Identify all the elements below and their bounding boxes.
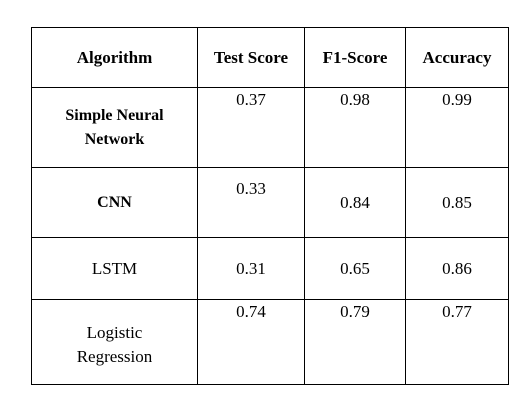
header-algorithm: Algorithm [31,27,198,88]
table-row: Simple Neural Network 0.37 0.98 0.99 [31,87,509,168]
table-header-row: Algorithm Test Score F1-Score Accuracy [31,27,509,88]
f1-score-cell: 0.65 [304,237,406,300]
algorithm-cell: Logistic Regression [31,299,198,385]
algorithm-name-line: LSTM [91,258,138,278]
algorithm-name-line: Simple Neural [65,106,164,124]
algorithm-name-line: Logistic [86,323,143,342]
table-row: Logistic Regression 0.74 0.79 0.77 [31,299,509,385]
header-accuracy: Accuracy [405,27,509,88]
header-test-score: Test Score [197,27,305,88]
test-score-cell: 0.37 [197,87,305,168]
accuracy-cell: 0.99 [405,87,509,168]
accuracy-cell: 0.77 [405,299,509,385]
algorithm-name-line: Network [84,130,145,148]
test-score-cell: 0.33 [197,167,305,238]
algorithm-name-line: Regression [76,347,153,366]
test-score-cell: 0.74 [197,299,305,385]
algorithm-cell: LSTM [31,237,198,300]
table-row: LSTM 0.31 0.65 0.86 [31,237,509,300]
algorithm-cell: CNN [31,167,198,238]
header-f1-score: F1-Score [304,27,406,88]
algorithm-cell: Simple Neural Network [31,87,198,168]
accuracy-cell: 0.85 [405,167,509,238]
f1-score-cell: 0.84 [304,167,406,238]
test-score-cell: 0.31 [197,237,305,300]
f1-score-cell: 0.79 [304,299,406,385]
results-table: Algorithm Test Score F1-Score Accuracy S… [31,27,509,385]
f1-score-cell: 0.98 [304,87,406,168]
algorithm-name-line: CNN [97,193,132,211]
table-row: CNN 0.33 0.84 0.85 [31,167,509,238]
accuracy-cell: 0.86 [405,237,509,300]
